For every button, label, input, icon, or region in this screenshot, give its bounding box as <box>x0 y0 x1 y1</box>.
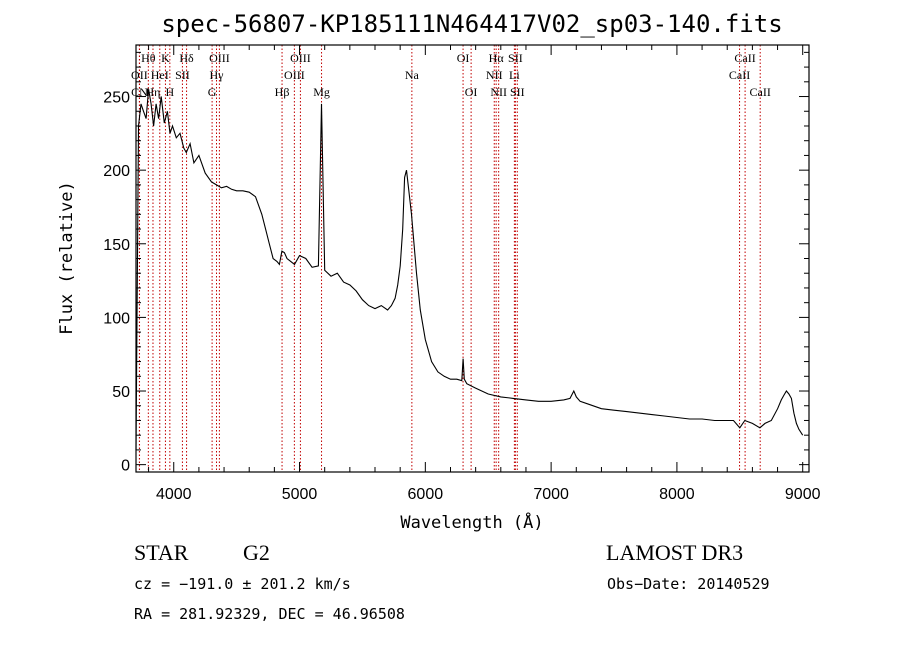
x-tick-label: 8000 <box>659 486 695 503</box>
line-marker-label: Li <box>509 68 520 82</box>
spectrum-line <box>135 89 804 450</box>
x-axis-label: Wavelength (Å) <box>400 511 543 533</box>
y-tick-label: 100 <box>103 310 130 327</box>
line-marker-label: G <box>208 85 217 99</box>
x-tick-label: 5000 <box>282 486 318 503</box>
line-marker-label: Hβ <box>275 85 290 99</box>
line-marker-label: SII <box>508 51 523 65</box>
line-marker-label: Na <box>405 68 420 82</box>
x-tick-label: 6000 <box>408 486 444 503</box>
line-marker-label: Mg <box>313 85 330 99</box>
line-marker-label: OIII <box>209 51 230 65</box>
coordinates-readout: RA = 281.92329, DEC = 46.96508 <box>134 605 405 623</box>
line-marker-label: Hδ <box>179 51 194 65</box>
survey-name: LAMOST DR3 <box>606 540 743 565</box>
line-marker-label: CaII <box>750 85 771 99</box>
y-tick-label: 150 <box>103 237 130 254</box>
y-tick-label: 250 <box>103 90 130 107</box>
y-tick-label: 0 <box>121 458 130 475</box>
line-marker-label: H <box>166 85 175 99</box>
line-marker-label: NII <box>490 85 507 99</box>
line-marker-label: HeI <box>151 68 169 82</box>
y-axis-ticks: 0 50 100 150 200 250 <box>103 51 809 475</box>
line-marker-label: Hγ <box>210 68 225 82</box>
y-tick-label: 50 <box>112 384 130 401</box>
chart-title: spec-56807-KP185111N464417V02_sp03-140.f… <box>161 10 782 38</box>
line-marker-label: NII <box>486 68 503 82</box>
line-marker-label: SII <box>510 85 525 99</box>
line-marker-label: OIII <box>290 51 311 65</box>
y-tick-label: 200 <box>103 163 130 180</box>
observation-date: Obs−Date: 20140529 <box>607 575 770 593</box>
redshift-readout: cz = −191.0 ± 201.2 km/s <box>134 575 351 593</box>
subclass: G2 <box>243 540 270 565</box>
x-tick-label: 4000 <box>156 486 192 503</box>
x-tick-label: 7000 <box>533 486 569 503</box>
x-tick-label: 9000 <box>785 486 821 503</box>
line-marker-label: OIII <box>284 68 305 82</box>
object-class: STAR <box>134 540 189 565</box>
line-marker-label: OI <box>465 85 478 99</box>
line-marker-label: OI <box>457 51 470 65</box>
line-marker-label: OII <box>131 68 148 82</box>
line-marker-label: K <box>161 51 170 65</box>
plot-frame <box>135 44 810 473</box>
x-axis-ticks: 4000 5000 6000 7000 8000 9000 <box>148 45 821 503</box>
line-markers <box>138 45 761 472</box>
y-axis-label: Flux (relative) <box>57 181 77 335</box>
line-marker-label: CaII <box>729 68 750 82</box>
line-marker-label: Hθ <box>141 51 156 65</box>
line-marker-label: CaII <box>734 51 755 65</box>
line-marker-label: Hα <box>489 51 505 65</box>
line-marker-label: SII <box>175 68 190 82</box>
